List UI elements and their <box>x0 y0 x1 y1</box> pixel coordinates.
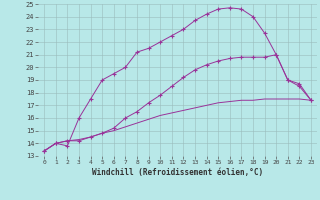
X-axis label: Windchill (Refroidissement éolien,°C): Windchill (Refroidissement éolien,°C) <box>92 168 263 177</box>
